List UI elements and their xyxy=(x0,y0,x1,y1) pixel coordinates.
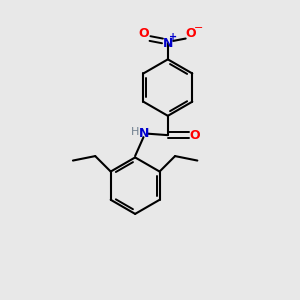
Text: N: N xyxy=(139,127,149,140)
Text: N: N xyxy=(163,37,173,50)
Text: −: − xyxy=(194,23,203,33)
Text: O: O xyxy=(185,27,196,40)
Text: H: H xyxy=(131,127,139,137)
Text: O: O xyxy=(190,129,200,142)
Text: O: O xyxy=(139,27,149,40)
Text: +: + xyxy=(169,32,177,42)
